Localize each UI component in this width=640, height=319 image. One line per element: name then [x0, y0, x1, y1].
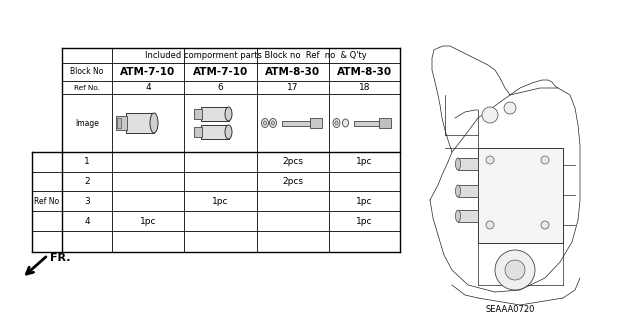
Text: 1pc: 1pc [212, 197, 228, 205]
Text: ATM-8-30: ATM-8-30 [266, 67, 321, 77]
Circle shape [541, 156, 549, 164]
Bar [458, 185, 478, 197]
Text: 1pc: 1pc [140, 217, 156, 226]
Bar [200, 107, 228, 121]
Text: 2pcs: 2pcs [282, 177, 303, 186]
Text: Ref No.: Ref No. [74, 85, 100, 91]
Text: ATM-7-10: ATM-7-10 [120, 67, 175, 77]
Bar [193, 127, 202, 137]
Text: Image: Image [75, 118, 99, 128]
Text: 1pc: 1pc [356, 197, 372, 205]
Text: ATM-8-30: ATM-8-30 [337, 67, 392, 77]
Bar [200, 125, 228, 139]
Ellipse shape [333, 118, 340, 128]
Text: 1: 1 [84, 158, 90, 167]
Circle shape [482, 107, 498, 123]
Text: Ref No: Ref No [35, 197, 60, 206]
Text: 18: 18 [359, 83, 371, 92]
Bar [353, 121, 378, 125]
Circle shape [495, 250, 535, 290]
Ellipse shape [456, 158, 461, 170]
Ellipse shape [456, 210, 461, 222]
Circle shape [504, 102, 516, 114]
Ellipse shape [225, 107, 232, 121]
Ellipse shape [342, 119, 349, 127]
Bar [193, 109, 202, 119]
Text: 3: 3 [84, 197, 90, 205]
Text: 4: 4 [84, 217, 90, 226]
Ellipse shape [269, 118, 276, 128]
Circle shape [505, 260, 525, 280]
Bar [458, 210, 478, 222]
Ellipse shape [150, 113, 158, 133]
Ellipse shape [335, 121, 338, 125]
Ellipse shape [225, 125, 232, 139]
Text: 1pc: 1pc [356, 217, 372, 226]
Circle shape [486, 221, 494, 229]
Ellipse shape [262, 118, 269, 128]
Bar [282, 121, 310, 125]
Text: ATM-7-10: ATM-7-10 [193, 67, 248, 77]
Bar [378, 118, 390, 128]
Text: 4: 4 [145, 83, 151, 92]
Ellipse shape [271, 121, 275, 125]
Ellipse shape [264, 121, 266, 125]
Text: Block No: Block No [70, 68, 104, 77]
Circle shape [541, 221, 549, 229]
Text: FR.: FR. [50, 253, 70, 263]
Text: 6: 6 [218, 83, 223, 92]
Text: 2: 2 [84, 177, 90, 186]
Text: 1pc: 1pc [356, 158, 372, 167]
Bar [310, 118, 322, 128]
Text: 17: 17 [287, 83, 299, 92]
Bar [478, 148, 563, 243]
Text: 2pcs: 2pcs [282, 158, 303, 167]
Bar [126, 113, 154, 133]
Circle shape [486, 156, 494, 164]
Bar [116, 116, 127, 130]
Text: SEAAA0720: SEAAA0720 [485, 306, 534, 315]
Bar [117, 118, 121, 128]
Ellipse shape [456, 185, 461, 197]
Text: Included comporment parts Block no  Ref  no  & Q'ty: Included comporment parts Block no Ref n… [145, 51, 367, 60]
Bar [458, 158, 478, 170]
